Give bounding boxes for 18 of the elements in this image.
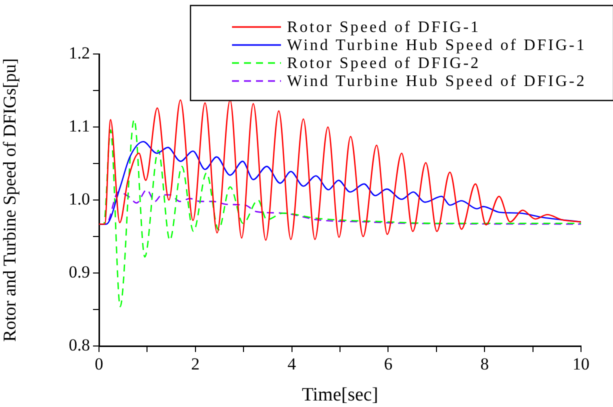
x-axis-title: Time[sec] [302, 384, 378, 406]
x-tick-label: 8 [480, 354, 489, 374]
x-tick-label: 2 [191, 354, 200, 374]
legend-label: Rotor Speed of DFIG-1 [287, 19, 481, 36]
x-tick-label: 10 [572, 354, 590, 374]
y-tick-label: 1.1 [68, 116, 90, 136]
y-tick-label: 1.0 [68, 189, 90, 208]
legend-label: Wind Turbine Hub Speed of DFIG-2 [287, 73, 586, 90]
legend-label: Rotor Speed of DFIG-2 [287, 55, 481, 72]
x-tick-label: 0 [94, 354, 104, 374]
x-tick-label: 6 [384, 354, 392, 374]
line-series [99, 99, 581, 241]
y-axis-title: Rotor and Turbine Speed of DFIGs[pu] [0, 58, 20, 342]
x-tick-label: 4 [288, 354, 297, 374]
y-tick-label: 1.2 [68, 43, 90, 62]
legend-label: Wind Turbine Hub Speed of DFIG-1 [287, 37, 586, 54]
y-tick-label: 0.9 [68, 262, 90, 282]
y-tick-label: 0.8 [68, 335, 90, 354]
